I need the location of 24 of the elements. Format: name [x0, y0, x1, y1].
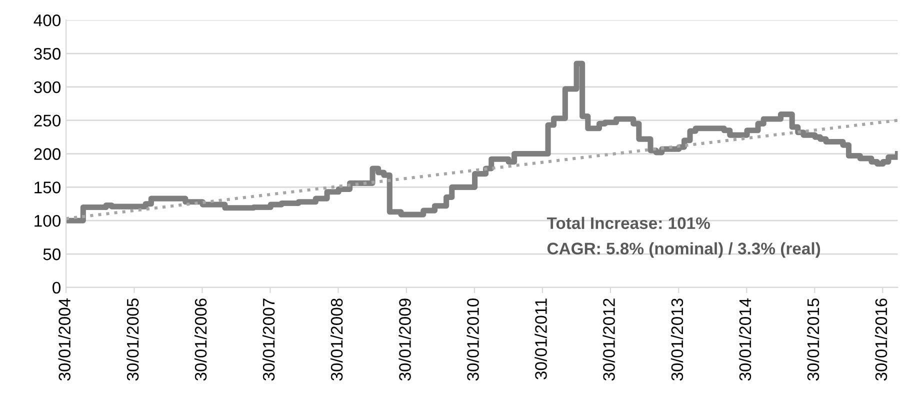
- annotation: CAGR: 5.8% (nominal) / 3.3% (real): [547, 242, 820, 258]
- y-tick-label: 150: [34, 182, 61, 194]
- y-tick-label: 100: [34, 215, 61, 227]
- y-tick-label: 400: [34, 14, 61, 26]
- x-tick-label: 30/01/2015: [806, 298, 820, 381]
- y-tick-label: 250: [34, 114, 61, 127]
- x-tick-label: 30/01/2007: [262, 298, 275, 381]
- x-tick-label: 30/01/2014: [738, 298, 752, 381]
- x-tick-label: 30/01/2011: [534, 298, 547, 380]
- x-tick-label: 30/01/2004: [58, 298, 70, 381]
- x-tick-label: 30/01/2013: [670, 298, 684, 381]
- y-tick-label: 300: [34, 81, 61, 94]
- y-tick-label: 50: [43, 248, 61, 260]
- x-tick-label: 30/01/2005: [126, 298, 139, 381]
- x-tick-label: 30/01/2012: [602, 298, 615, 381]
- x-tick-label: 30/01/2010: [466, 298, 479, 381]
- y-tick-label: 350: [34, 48, 61, 60]
- annotation: Total Increase: 101%: [546, 216, 710, 230]
- x-tick-label: 30/01/2009: [398, 298, 411, 381]
- y-tick-label: 0: [52, 282, 61, 294]
- x-tick-label: 30/01/2008: [330, 298, 343, 381]
- x-tick-label: 30/01/2016: [874, 298, 888, 381]
- y-tick-label: 200: [34, 148, 61, 160]
- x-tick-label: 30/01/2006: [194, 298, 207, 381]
